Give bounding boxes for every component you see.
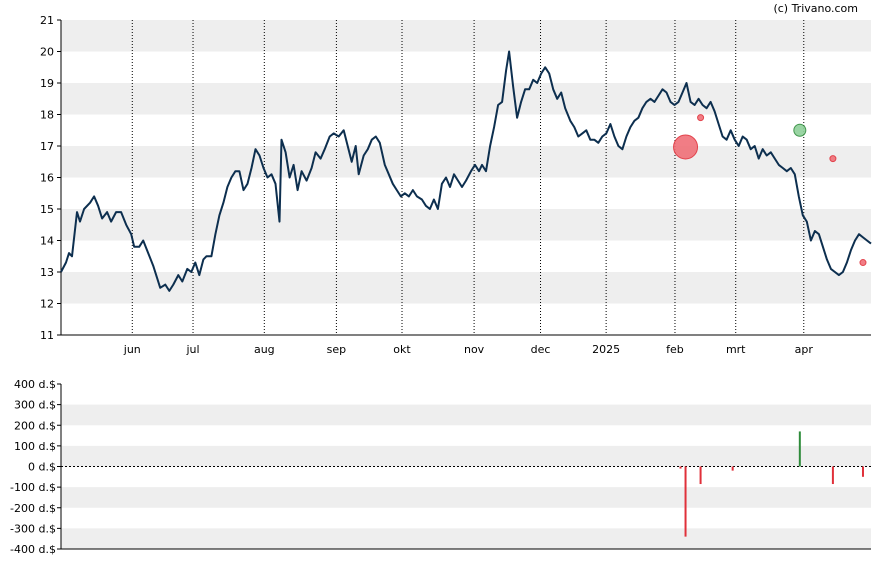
x-tick-label: jul <box>185 343 199 356</box>
y-tick-label: 13 <box>40 266 54 279</box>
flow-y-tick-label: 0 d.$ <box>28 461 56 474</box>
y-tick-label: 12 <box>40 298 54 311</box>
y-tick-label: 11 <box>40 329 54 342</box>
x-tick-label: sep <box>327 343 346 356</box>
sell-marker <box>697 114 705 122</box>
flow-y-tick-label: -400 d.$ <box>10 543 56 556</box>
x-tick-label: okt <box>393 343 411 356</box>
flow-y-tick-label: -200 d.$ <box>10 502 56 515</box>
price-series-line <box>60 50 872 292</box>
flow-y-tick-label: 200 d.$ <box>14 419 56 432</box>
sell-marker <box>673 134 699 160</box>
flow-band <box>61 528 871 549</box>
sell-marker <box>829 155 837 163</box>
copyright-text: (c) Trivano.com <box>773 2 858 15</box>
x-tick-label: nov <box>464 343 485 356</box>
y-tick-label: 14 <box>40 235 54 248</box>
price-band <box>61 83 871 115</box>
y-tick-label: 21 <box>40 14 54 27</box>
y-tick-label: 17 <box>40 140 54 153</box>
flow-band <box>61 404 871 426</box>
x-tick-label: mrt <box>726 343 746 356</box>
x-tick-label: jun <box>123 343 141 356</box>
price-bands <box>61 20 871 304</box>
x-tick-label: apr <box>795 343 814 356</box>
x-tick-label: 2025 <box>592 343 620 356</box>
flow-y-tick-label: -300 d.$ <box>10 522 56 535</box>
flow-y-tick-label: 100 d.$ <box>14 440 56 453</box>
buy-marker <box>793 123 807 137</box>
price-band <box>61 272 871 304</box>
price-band <box>61 20 871 52</box>
price-band <box>61 209 871 241</box>
x-tick-label: dec <box>531 343 551 356</box>
y-tick-label: 15 <box>40 203 54 216</box>
x-tick-label: feb <box>666 343 684 356</box>
sell-marker <box>859 259 867 267</box>
flow-band <box>61 487 871 508</box>
flow-y-tick-label: -100 d.$ <box>10 481 56 494</box>
y-tick-label: 18 <box>40 109 54 122</box>
y-tick-label: 16 <box>40 172 54 185</box>
y-tick-label: 19 <box>40 77 54 90</box>
x-tick-label: aug <box>254 343 275 356</box>
flow-bands <box>61 404 871 549</box>
flow-y-tick-label: 400 d.$ <box>14 378 56 391</box>
y-tick-label: 20 <box>40 46 54 59</box>
flow-y-tick-label: 300 d.$ <box>14 399 56 412</box>
flow-band <box>61 445 871 467</box>
price-band <box>61 146 871 178</box>
